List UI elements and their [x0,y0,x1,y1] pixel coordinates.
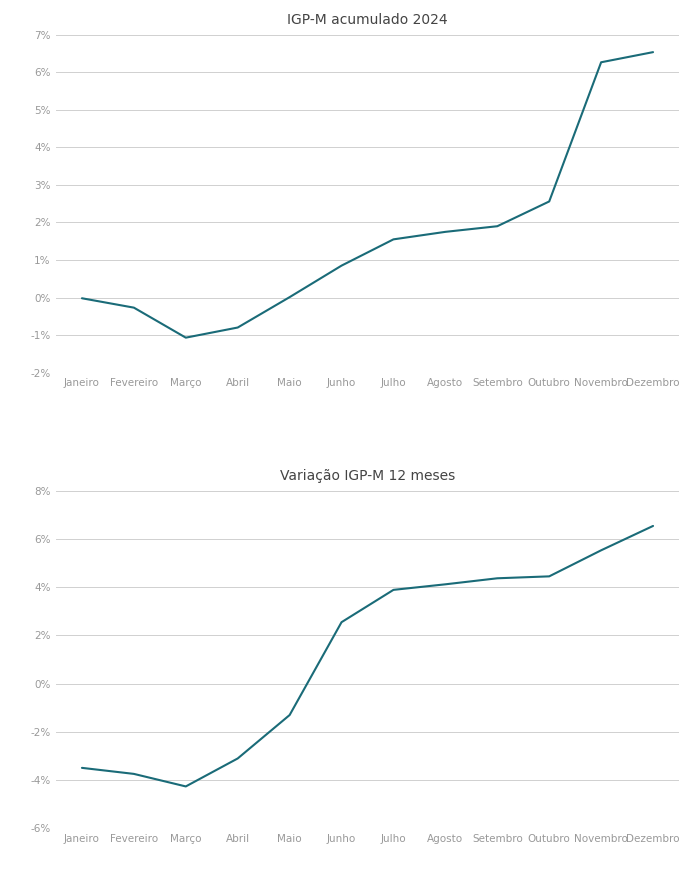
Title: Variação IGP-M 12 meses: Variação IGP-M 12 meses [280,468,455,482]
Title: IGP-M acumulado 2024: IGP-M acumulado 2024 [287,13,448,27]
